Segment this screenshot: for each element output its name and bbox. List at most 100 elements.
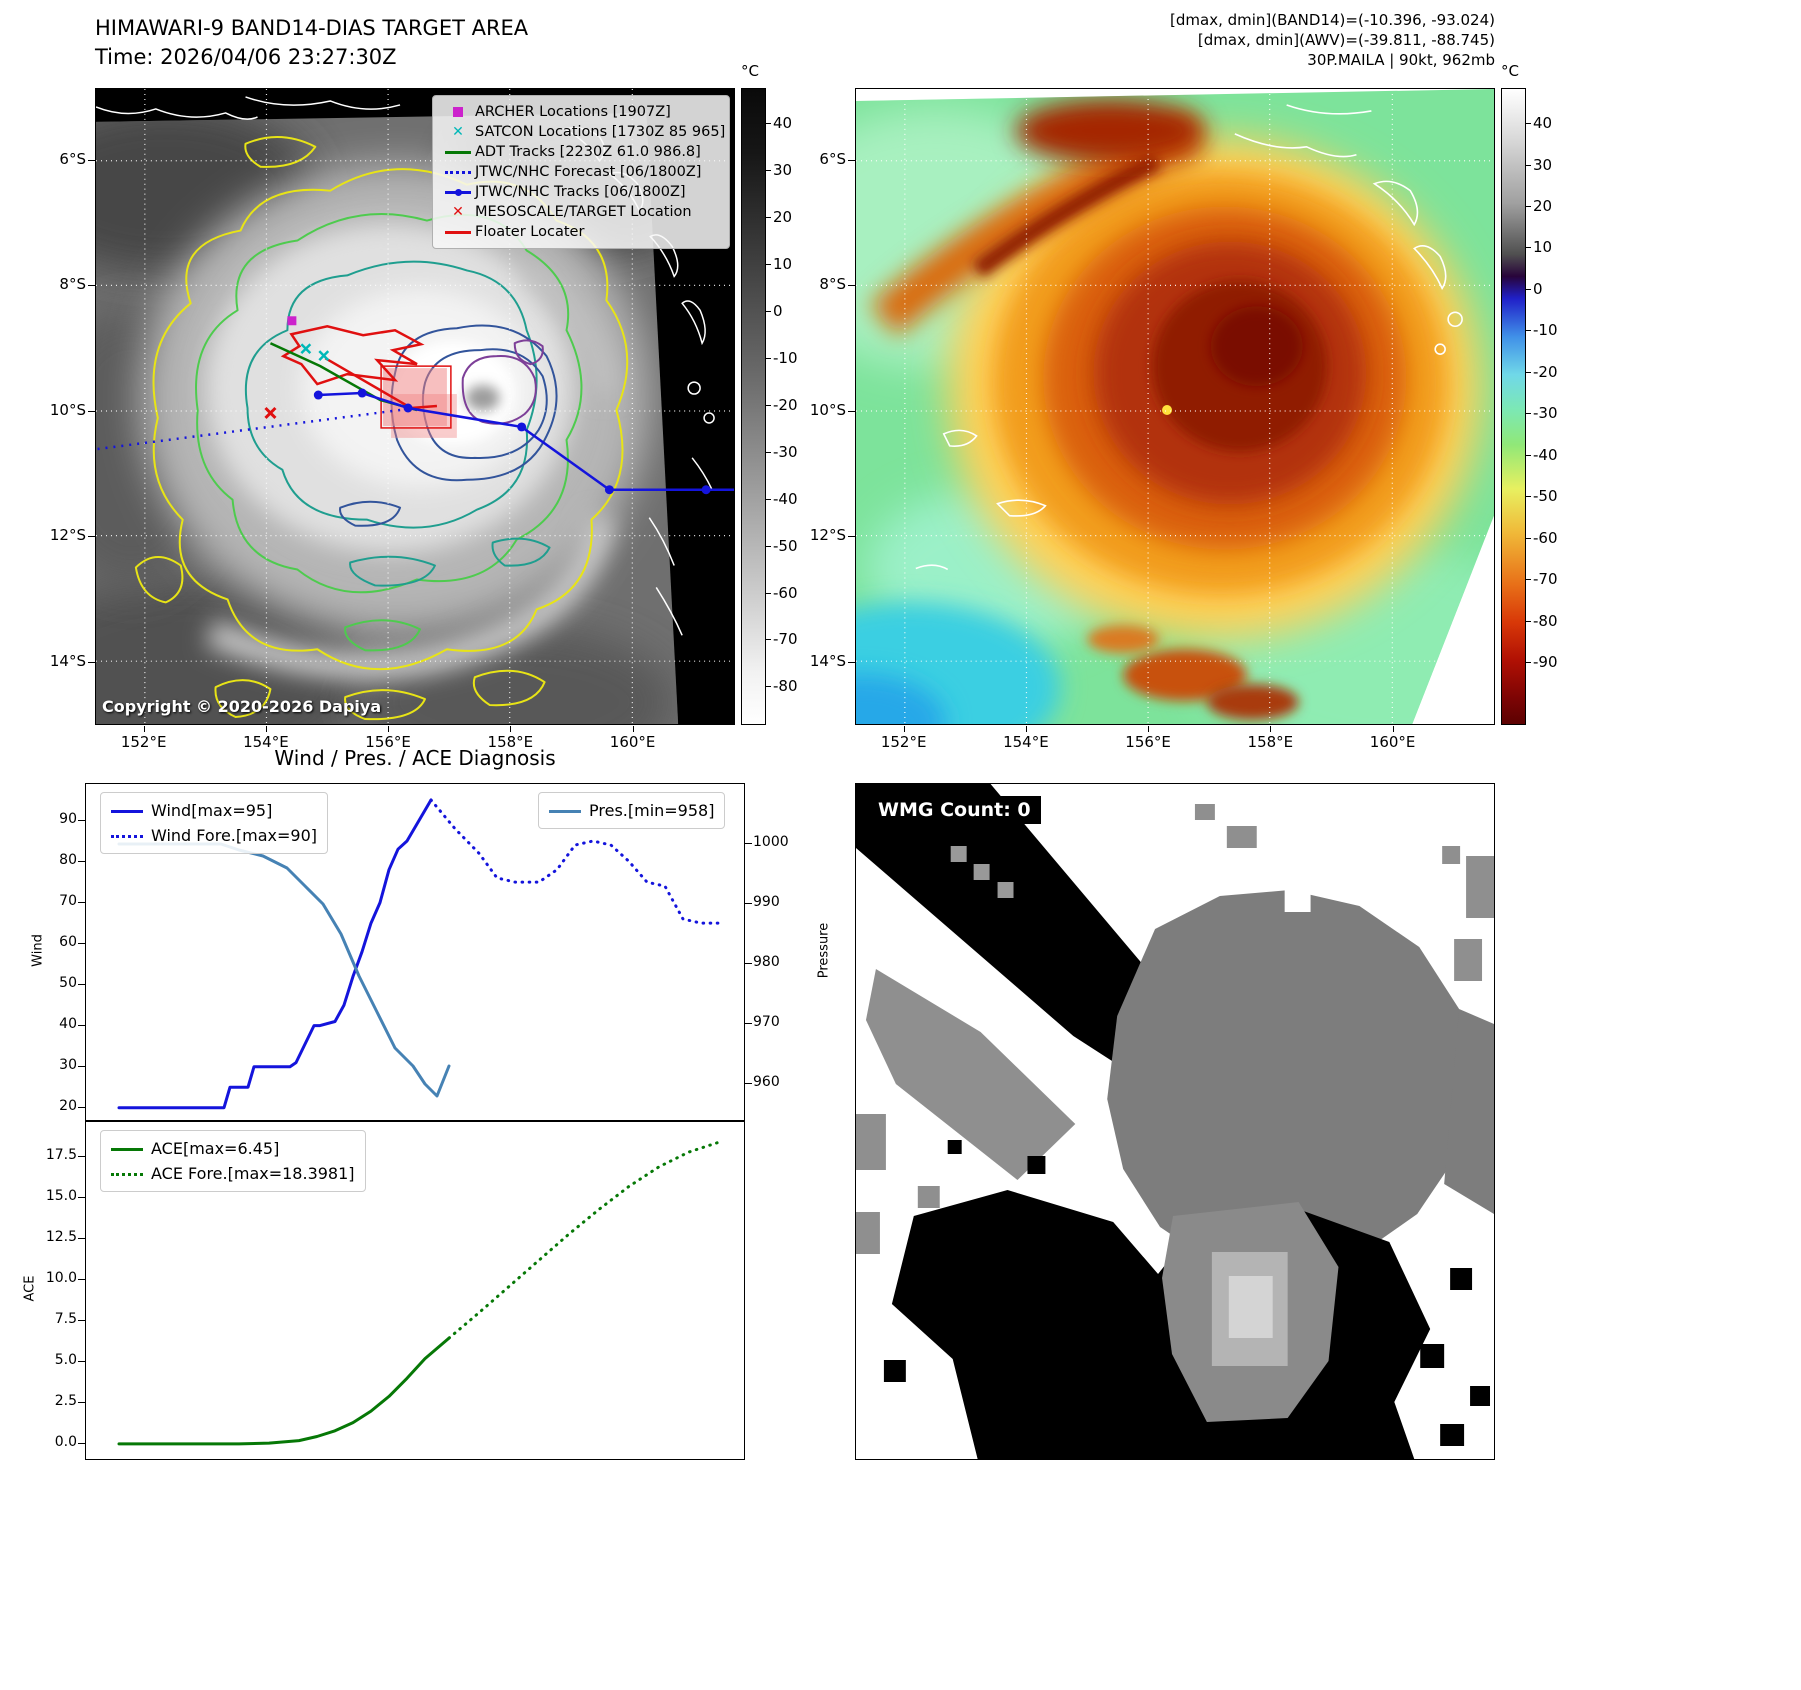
- colorbar-tick-label: -20: [1533, 362, 1558, 381]
- axis-tick: [1526, 288, 1531, 290]
- axis-tick: [78, 983, 85, 985]
- band14-map-legend: ARCHER Locations [1907Z] ✕ SATCON Location…: [432, 95, 730, 249]
- wmg-count-label: WMG Count: 0: [868, 796, 1041, 824]
- axis-tick: [766, 216, 771, 218]
- wmg-scattered-dots: [883, 1140, 1491, 1446]
- chart-legend-label: Pres.[min=958]: [589, 801, 715, 820]
- lon-tick-label: 158°E: [1247, 733, 1294, 751]
- wind-pressure-chart: Wind[max=95] Wind Fore.[max=90] Pres.[min=…: [85, 783, 745, 1121]
- lon-tick-label: 154°E: [243, 733, 289, 751]
- wmg-classification-image: [856, 784, 1494, 1459]
- wmg-gray-blob: [1107, 886, 1494, 1276]
- axis-tick: [78, 1401, 85, 1403]
- axis-tick: [78, 1442, 85, 1444]
- colorbar-tick-label: -30: [1533, 404, 1558, 423]
- y-tick-label: 90: [59, 810, 77, 827]
- axis-tick: [848, 410, 855, 412]
- axis-tick: [78, 1278, 85, 1280]
- colorbar-tick-label: -70: [773, 630, 798, 649]
- axis-tick: [766, 404, 771, 406]
- lat-tick-label: 8°S: [59, 275, 86, 294]
- legend-label: MESOSCALE/TARGET Location: [475, 204, 692, 220]
- legend-label: Floater Locater: [475, 224, 585, 240]
- colorbar-tick-label: 10: [773, 254, 793, 273]
- y-tick-label: 980: [753, 954, 780, 970]
- chart-legend-label: ACE[max=6.45]: [151, 1139, 280, 1158]
- y-tick-label: 970: [753, 1014, 780, 1030]
- axis-tick: [1526, 247, 1531, 249]
- axis-tick: [88, 661, 95, 663]
- axis-tick: [88, 536, 95, 538]
- axis-tick: [848, 536, 855, 538]
- axis-tick: [78, 1155, 85, 1157]
- axis-tick: [78, 819, 85, 821]
- axis-tick: [745, 843, 752, 844]
- lon-tick-label: 154°E: [1003, 733, 1049, 751]
- chart-legend: Pres.[min=958]: [538, 792, 726, 829]
- colorbar-tick-label: 40: [1533, 114, 1553, 133]
- warm-spot-dot: [1162, 405, 1173, 415]
- colorbar-tick-label: 40: [773, 114, 793, 133]
- y-tick-label: 12.5: [45, 1228, 77, 1245]
- y-tick-label: 30: [59, 1056, 77, 1073]
- chart-legend-item: ACE Fore.[max=18.3981]: [111, 1161, 355, 1186]
- legend-label: ADT Tracks [2230Z 61.0 986.8]: [475, 144, 701, 160]
- pressure-axis-label: Pressure: [816, 922, 832, 979]
- satcon-marker-icon: [318, 350, 330, 362]
- axis-tick: [766, 169, 771, 171]
- y-tick-label: 15.0: [45, 1187, 77, 1204]
- awv-header-band14-extrema: [dmax, dmin](BAND14)=(-10.396, -93.024): [1170, 11, 1495, 29]
- chart-legend-item: ACE[max=6.45]: [111, 1136, 355, 1161]
- colorbar-tick-label: -20: [773, 395, 798, 414]
- square-marker-icon: [441, 107, 475, 117]
- axis-tick: [766, 545, 771, 547]
- legend-item: Floater Locater: [441, 222, 721, 242]
- axis-tick: [766, 639, 771, 641]
- lon-tick-label: 160°E: [609, 733, 656, 751]
- lat-tick-label: 14°S: [49, 651, 86, 670]
- line-sample-icon: [549, 810, 581, 813]
- y-tick-label: 50: [59, 974, 77, 991]
- copyright-text: Copyright © 2020-2026 Dapiya: [102, 697, 382, 716]
- y-tick-label: 10.0: [45, 1269, 77, 1286]
- legend-item: ✕ MESOSCALE/TARGET Location: [441, 202, 721, 222]
- line-sample-icon: [111, 1148, 143, 1151]
- ace-chart: ACE[max=6.45] ACE Fore.[max=18.3981]: [85, 1121, 745, 1460]
- axis-tick: [766, 498, 771, 500]
- axis-tick: [766, 357, 771, 359]
- legend-item: JTWC/NHC Tracks [06/1800Z]: [441, 182, 721, 202]
- y-tick-label: 7.5: [54, 1310, 77, 1327]
- y-tick-label: 5.0: [54, 1351, 77, 1368]
- colorbar-tick-label: -60: [1533, 528, 1558, 547]
- awv-colorbar: [1501, 88, 1526, 725]
- colorbar-tick-label: -80: [1533, 611, 1558, 630]
- mesoscale-target-overlay: [380, 365, 457, 438]
- band14-subtitle: Time: 2026/04/06 23:27:30Z: [95, 45, 397, 69]
- axis-tick: [848, 159, 855, 161]
- axis-tick: [766, 263, 771, 265]
- y-tick-label: 960: [753, 1074, 780, 1090]
- legend-label: ARCHER Locations [1907Z]: [475, 104, 671, 120]
- jtwc-track: [313, 388, 734, 495]
- chart-legend: ACE[max=6.45] ACE Fore.[max=18.3981]: [100, 1130, 366, 1192]
- legend-item: JTWC/NHC Forecast [06/1800Z]: [441, 162, 721, 182]
- storm-identity-label: 30P.MAILA | 90kt, 962mb: [1307, 51, 1495, 69]
- lon-tick-label: 158°E: [487, 733, 534, 751]
- lat-tick-label: 12°S: [49, 526, 86, 545]
- awv-header: [dmax, dmin](BAND14)=(-10.396, -93.024) …: [955, 10, 1495, 70]
- lon-tick-label: 152°E: [120, 733, 167, 751]
- axis-tick: [766, 592, 771, 594]
- chart-legend-label: Wind[max=95]: [151, 801, 273, 820]
- axis-tick: [766, 123, 771, 125]
- axis-tick: [766, 686, 771, 688]
- axis-tick: [766, 310, 771, 312]
- wind-fore-max-90-line: [429, 798, 721, 925]
- axis-tick: [1526, 164, 1531, 166]
- lat-tick-label: 12°S: [809, 526, 846, 545]
- band14-colorbar: [741, 88, 766, 725]
- axis-tick: [78, 1196, 85, 1198]
- axis-tick: [1526, 371, 1531, 373]
- awv-map: [855, 88, 1495, 725]
- axis-tick: [78, 1319, 85, 1321]
